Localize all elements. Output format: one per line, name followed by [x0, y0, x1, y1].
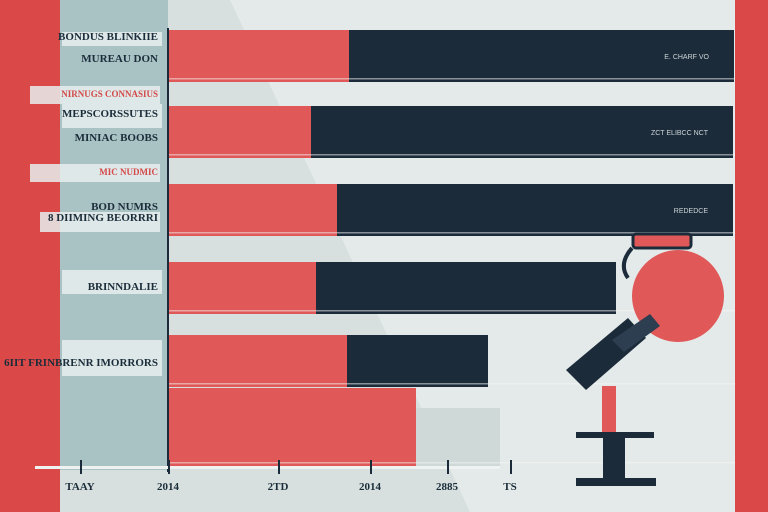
bar-highlight-line [168, 154, 735, 156]
left-frame-bar [0, 0, 60, 512]
x-tick-mark [370, 460, 372, 474]
x-tick-label: TS [503, 481, 516, 493]
category-label: BRINNDALIE [88, 281, 158, 293]
category-label: MINIAC BOOBS [75, 132, 158, 144]
bar-navy-0 [349, 30, 734, 82]
mic-stand-top [576, 432, 654, 438]
label-strip-2 [62, 104, 162, 128]
bar-highlight-line [168, 310, 735, 312]
x-tick-label: 2014 [359, 481, 382, 493]
bar-pink-4 [168, 335, 347, 387]
label-strip-0 [62, 32, 162, 46]
x-tick-mark [447, 460, 449, 474]
category-label: 6IIT FRINBRENR IMORRORS [4, 357, 158, 369]
right-frame-bar [735, 0, 768, 512]
bar-highlight-line [168, 462, 735, 464]
mic-cap [631, 232, 693, 250]
x-tick-mark [278, 460, 280, 474]
label-strip-3 [30, 164, 160, 182]
category-label: BOD NUMRS [91, 201, 158, 213]
label-panel [60, 0, 168, 470]
mic-stand-base [576, 478, 656, 486]
microphone-icon [566, 232, 724, 486]
bar-value-label: E. CHARF VO [664, 54, 709, 61]
label-strip-1 [30, 86, 160, 104]
bar-pink-0 [168, 30, 349, 82]
category-label: 8 DIIMING BEORRRI [48, 212, 158, 224]
x-tick-mark [168, 460, 170, 474]
mic-stand-neck [602, 386, 616, 434]
mic-clip [621, 246, 634, 280]
bar-pink-2 [168, 184, 337, 236]
x-tick-label: TAAY [65, 481, 94, 493]
bar-pink-3 [168, 262, 316, 314]
bar-navy-1 [311, 106, 733, 158]
bar-highlight-line [168, 232, 735, 234]
label-strip-4 [40, 212, 160, 232]
y-axis-line [167, 28, 169, 472]
bar-pink-1 [168, 106, 311, 158]
category-label: BONDUS BLINKIIE [58, 31, 158, 43]
bar-highlight-line [168, 383, 735, 385]
x-tick-label: 2014 [157, 481, 180, 493]
category-label: MIC NUDMIC [99, 167, 158, 177]
bar-value-label: ZCT ELIBCC NCT [651, 130, 709, 137]
category-label: MUREAU DON [81, 53, 158, 65]
x-tick-label: 2885 [436, 481, 459, 493]
mic-stand-post [603, 438, 625, 478]
bar-navy-3 [316, 262, 616, 314]
bar-light-5 [416, 408, 500, 466]
x-axis-line [35, 466, 500, 469]
bar-navy-2 [337, 184, 733, 236]
label-strip-5 [62, 270, 162, 294]
x-tick-mark [510, 460, 512, 474]
x-tick-mark [80, 460, 82, 474]
label-strip-6 [62, 340, 162, 376]
bar-pink-5 [168, 388, 416, 466]
category-label: MEPSCORSSUTES [62, 108, 158, 120]
bar-value-label: REDEDCE [674, 208, 709, 215]
category-label: NIRNUGS CONNASIUS [61, 89, 158, 99]
x-tick-label: 2TD [268, 481, 289, 493]
bar-highlight-line [168, 78, 735, 80]
bar-navy-4 [347, 335, 488, 387]
mic-head [632, 250, 724, 342]
mic-handle-joint [612, 314, 660, 352]
